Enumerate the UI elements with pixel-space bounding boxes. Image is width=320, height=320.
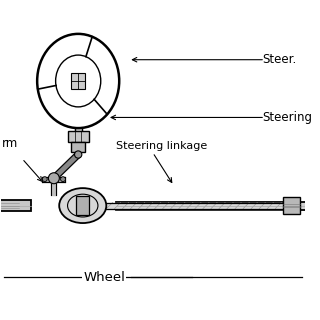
Polygon shape [52, 181, 56, 195]
Text: Steering: Steering [262, 111, 312, 124]
Circle shape [48, 173, 59, 184]
Polygon shape [107, 203, 283, 209]
FancyBboxPatch shape [76, 196, 89, 215]
FancyBboxPatch shape [283, 197, 300, 214]
Text: Steer.: Steer. [262, 53, 296, 66]
Ellipse shape [59, 188, 106, 223]
FancyBboxPatch shape [0, 200, 31, 212]
FancyBboxPatch shape [71, 142, 85, 152]
Text: Wheel: Wheel [83, 270, 125, 284]
Circle shape [42, 177, 47, 181]
Polygon shape [42, 177, 65, 181]
Polygon shape [52, 152, 80, 180]
FancyBboxPatch shape [71, 73, 85, 89]
Circle shape [60, 177, 65, 181]
FancyBboxPatch shape [68, 131, 89, 142]
Circle shape [75, 151, 82, 158]
Text: rm: rm [2, 137, 19, 150]
Text: Steering linkage: Steering linkage [116, 141, 207, 151]
FancyBboxPatch shape [116, 202, 308, 210]
